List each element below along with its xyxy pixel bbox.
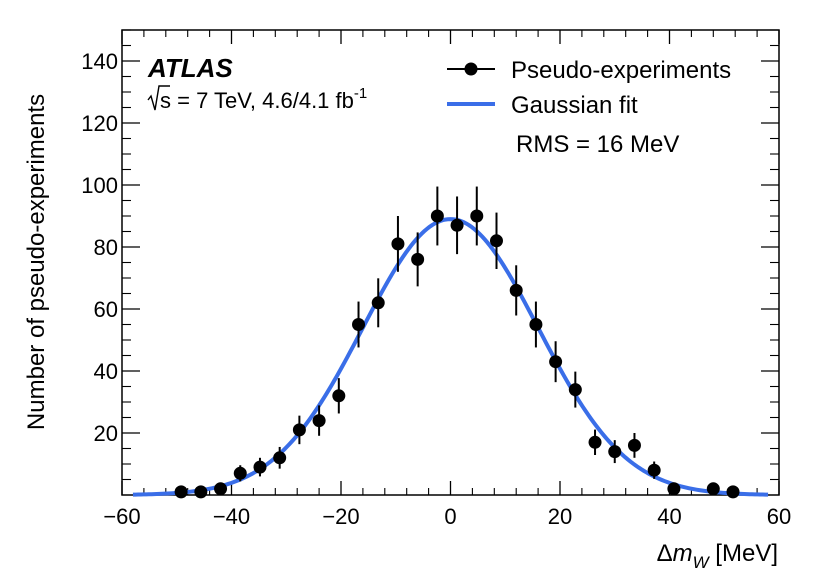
- x-axis-title-unit: [MeV]: [709, 540, 778, 567]
- atlas-label: ATLAS: [147, 53, 233, 83]
- x-tick-label: 20: [548, 504, 572, 529]
- data-point: [726, 485, 740, 499]
- data-point: [174, 485, 188, 499]
- energy-superscript: -1: [354, 85, 367, 102]
- point-marker: [489, 234, 503, 248]
- x-axis-title-m: m: [673, 540, 693, 567]
- data-point: [470, 186, 484, 246]
- point-marker: [273, 451, 287, 465]
- energy-label: s = 7 TeV, 4.6/4.1 fb-1: [147, 85, 367, 113]
- y-tick-label: 20: [94, 421, 118, 446]
- legend-marker-points: [464, 62, 478, 76]
- point-marker: [292, 423, 306, 437]
- point-marker: [706, 482, 720, 496]
- data-point: [667, 482, 681, 496]
- energy-label-text: s = 7 TeV, 4.6/4.1 fb-1: [160, 85, 367, 113]
- point-marker: [174, 485, 188, 499]
- data-point: [233, 465, 247, 482]
- data-point: [529, 301, 543, 348]
- y-axis-title: Number of pseudo-experiments: [23, 94, 50, 430]
- data-point: [706, 482, 720, 496]
- fit-layer: [132, 217, 769, 497]
- legend: Pseudo-experiments Gaussian fit RMS = 16…: [447, 57, 731, 158]
- point-marker: [529, 318, 543, 331]
- x-tick-label: −20: [322, 504, 359, 529]
- point-marker: [509, 283, 523, 297]
- data-point: [411, 232, 425, 287]
- point-marker: [627, 438, 641, 452]
- point-marker: [608, 445, 622, 459]
- y-tick-label: 140: [81, 49, 118, 74]
- point-marker: [568, 383, 582, 397]
- data-point: [489, 212, 503, 270]
- data-point: [608, 440, 622, 464]
- point-marker: [352, 318, 366, 331]
- point-marker: [647, 463, 661, 477]
- x-tick-label: −40: [213, 504, 250, 529]
- point-marker: [726, 485, 740, 499]
- data-point: [292, 415, 306, 445]
- points-layer: [174, 186, 740, 499]
- data-point: [332, 378, 346, 414]
- legend-label-points: Pseudo-experiments: [511, 57, 731, 84]
- point-marker: [667, 482, 681, 496]
- data-point: [371, 278, 385, 328]
- point-marker: [332, 389, 346, 403]
- y-tick-label: 80: [94, 235, 118, 260]
- data-point: [312, 405, 326, 436]
- data-point: [194, 485, 208, 499]
- energy-main: s = 7 TeV, 4.6/4.1 fb: [160, 88, 354, 113]
- y-tick-label: 40: [94, 359, 118, 384]
- data-point: [549, 341, 563, 383]
- x-tick-label: 40: [657, 504, 681, 529]
- data-point: [273, 446, 287, 469]
- data-point: [352, 301, 366, 348]
- point-marker: [411, 252, 425, 266]
- point-marker: [312, 414, 326, 428]
- legend-label-fit: Gaussian fit: [511, 92, 638, 119]
- x-axis-title-sub: W: [693, 553, 711, 572]
- point-marker: [450, 218, 464, 232]
- point-marker: [253, 460, 267, 474]
- data-point: [214, 482, 228, 496]
- point-marker: [588, 435, 602, 449]
- data-point: [391, 216, 405, 272]
- data-point: [647, 461, 661, 479]
- x-tick-label: 0: [444, 504, 456, 529]
- data-point: [627, 433, 641, 458]
- legend-rms-note: RMS = 16 MeV: [516, 131, 679, 158]
- point-marker: [214, 482, 228, 496]
- point-marker: [391, 237, 405, 251]
- point-marker: [194, 485, 208, 499]
- y-tick-label: 100: [81, 173, 118, 198]
- y-tick-label: 60: [94, 297, 118, 322]
- x-tick-label: 60: [767, 504, 791, 529]
- tick-labels: −60 −40 −20 0 20 40 60 20 40 60 80 100 120 140: [81, 49, 791, 529]
- data-point: [568, 371, 582, 408]
- point-marker: [233, 466, 247, 480]
- x-axis-title: ΔmW [MeV]: [657, 540, 778, 572]
- y-tick-label: 120: [81, 111, 118, 136]
- point-marker: [549, 355, 563, 369]
- data-point: [450, 196, 464, 255]
- point-marker: [371, 296, 385, 310]
- axis-ticks: [121, 29, 780, 495]
- data-point: [430, 186, 444, 246]
- point-marker: [430, 209, 444, 223]
- data-point: [588, 429, 602, 456]
- sqrt-bar: [147, 85, 170, 111]
- point-marker: [470, 209, 484, 223]
- data-point: [509, 265, 523, 316]
- gaussian-fit-line: [132, 217, 769, 497]
- x-axis-title-delta: Δ: [657, 540, 673, 567]
- x-tick-label: −60: [103, 504, 140, 529]
- data-point: [253, 457, 267, 477]
